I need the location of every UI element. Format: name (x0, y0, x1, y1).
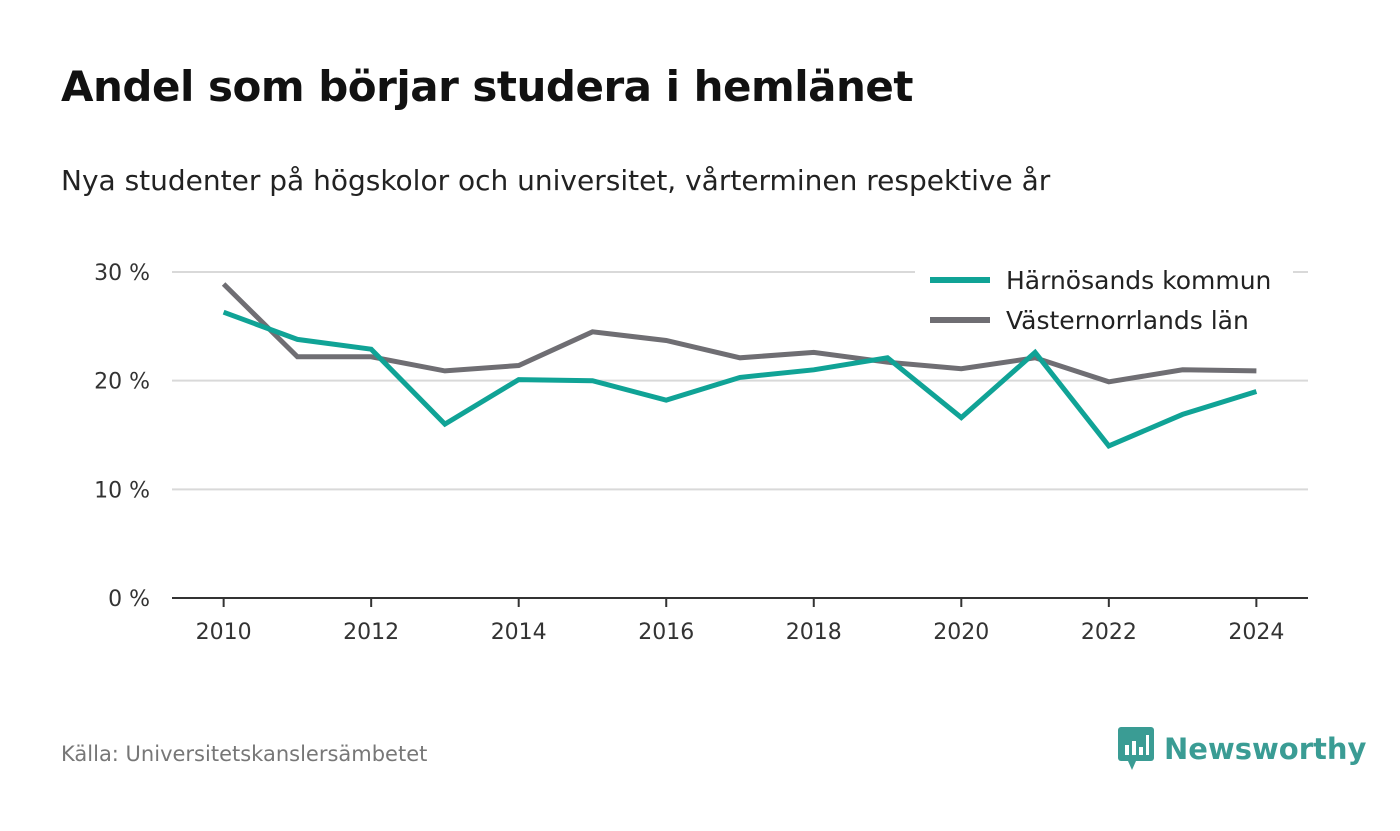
y-tick-label-20: 20 % (94, 370, 150, 395)
y-axis-ticks: 0 % 10 % 20 % 30 % (94, 261, 150, 612)
source-note: Källa: Universitetskanslersämbetet (61, 742, 428, 766)
legend: Härnösands kommun Västernorrlands län (915, 258, 1293, 346)
brand-logo: Newsworthy (1118, 727, 1366, 771)
legend-background (915, 258, 1293, 346)
series-line-1 (221, 282, 1257, 385)
x-tick-label-2018: 2018 (786, 620, 842, 645)
x-tick-label-2022: 2022 (1081, 620, 1137, 645)
bar-chart-speech-bubble-icon (1118, 727, 1154, 770)
y-tick-label-30: 30 % (94, 261, 150, 286)
legend-label-1: Västernorrlands län (1006, 306, 1249, 335)
y-tick-label-10: 10 % (94, 478, 150, 503)
x-tick-label-2016: 2016 (638, 620, 694, 645)
x-axis: 2010 2012 2014 2016 2018 2020 2022 2024 (172, 597, 1308, 645)
series-line-0 (222, 309, 1258, 449)
chart-subtitle: Nya studenter på högskolor och universit… (61, 164, 1051, 197)
legend-label-0: Härnösands kommun (1006, 266, 1271, 295)
brand-name: Newsworthy (1164, 732, 1367, 766)
x-tick-label-2020: 2020 (933, 620, 989, 645)
y-tick-label-0: 0 % (108, 587, 150, 612)
x-tick-label-2014: 2014 (491, 620, 547, 645)
chart-title: Andel som börjar studera i hemlänet (61, 62, 914, 111)
x-tick-label-2012: 2012 (343, 620, 399, 645)
x-tick-label-2024: 2024 (1228, 620, 1284, 645)
series-lines (221, 282, 1258, 449)
x-tick-label-2010: 2010 (196, 620, 252, 645)
